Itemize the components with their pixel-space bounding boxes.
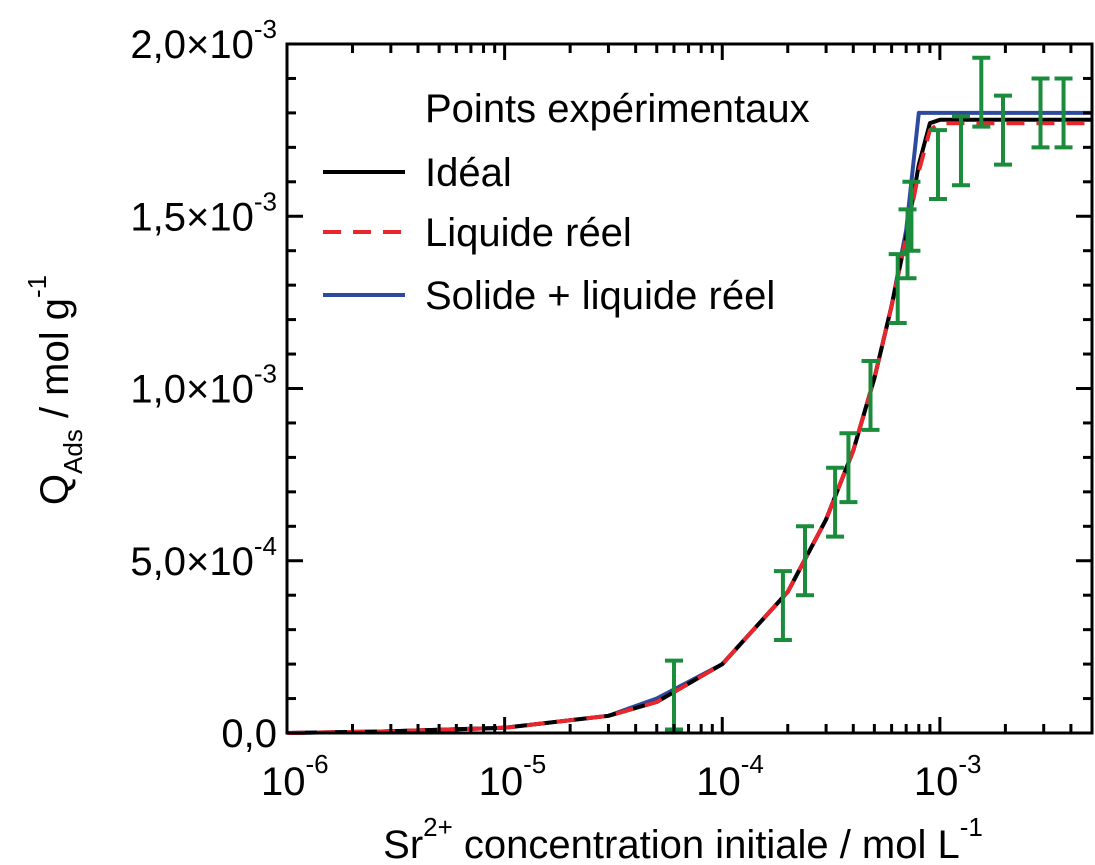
x-tick-base: 10 (261, 760, 306, 804)
series-line-liquide-r-el (286, 121, 1092, 735)
y-tick-exponent: -3 (254, 14, 277, 44)
legend-label: Solide + liquide réel (425, 274, 775, 318)
data-point (862, 361, 880, 432)
legend-item: Solide + liquide réel (323, 274, 775, 318)
data-point (774, 571, 792, 642)
data-point (1055, 78, 1073, 150)
y-axis-symbol: Q (33, 474, 77, 505)
plot-marks (286, 58, 1092, 735)
series-line-solide-liquide-r-el (286, 110, 1092, 735)
plot-frame (285, 42, 1094, 735)
x-tick-exponent: -5 (523, 749, 546, 779)
y-axis-title: QAds / mol g-1 (22, 275, 88, 505)
y-tick-label: 5,0×10-4 (130, 531, 277, 584)
x-axis-exponent: -1 (960, 812, 983, 842)
x-tick-base: 10 (914, 760, 959, 804)
x-tick-label: 10-6 (261, 749, 329, 804)
y-tick-exponent: -3 (254, 186, 277, 216)
axes: 0,05,0×10-41,0×10-31,5×10-32,0×10-310-6 1… (22, 14, 1094, 865)
legend-item: Points expérimentaux (425, 87, 810, 131)
y-tick-mantissa: 0,0 (221, 712, 277, 756)
x-tick-label: 10-3 (914, 749, 982, 804)
y-axis-text: / mol g (33, 298, 77, 429)
x-axis-charge: 2+ (423, 812, 453, 842)
y-tick-label: 2,0×10-3 (130, 14, 277, 67)
legend-label: Points expérimentaux (425, 87, 810, 131)
legend-item: Liquide réel (323, 211, 632, 255)
data-point (952, 116, 970, 188)
x-tick-label: 10-5 (479, 749, 547, 804)
y-tick-exponent: -4 (254, 531, 277, 561)
data-point (839, 433, 858, 505)
y-tick-label: 0,0 (221, 712, 277, 756)
legend-label: Idéal (425, 151, 512, 195)
x-tick-label: 10-4 (696, 749, 764, 804)
y-tick-exponent: -3 (254, 359, 277, 389)
legend: Points expérimentaux Idéal Liquide réel Sol… (323, 87, 810, 318)
legend-label: Liquide réel (425, 211, 632, 255)
x-tick-exponent: -6 (306, 749, 329, 779)
data-point (902, 182, 921, 253)
y-axis-subscript: Ads (58, 429, 88, 474)
data-point (826, 468, 845, 539)
x-axis-title: Sr2+ concentration initiale / mol L-1 (383, 812, 983, 865)
y-tick-mantissa: 1,5×10 (130, 195, 253, 239)
legend-item: Idéal (323, 151, 512, 195)
y-tick-mantissa: 1,0×10 (130, 368, 253, 412)
series-line-id-al (286, 117, 1092, 735)
y-axis-exponent: -1 (22, 275, 52, 298)
data-point (972, 58, 991, 129)
x-tick-base: 10 (479, 760, 524, 804)
x-axis-species: Sr (383, 823, 423, 865)
data-point (994, 96, 1013, 167)
y-tick-mantissa: 2,0×10 (130, 23, 253, 67)
x-tick-base: 10 (696, 760, 741, 804)
data-point (929, 130, 947, 202)
x-axis-text: concentration initiale / mol L (453, 823, 960, 865)
y-tick-label: 1,0×10-3 (130, 359, 277, 412)
data-point (1032, 78, 1050, 150)
y-tick-label: 1,5×10-3 (130, 186, 277, 239)
y-tick-mantissa: 5,0×10 (130, 540, 253, 584)
data-point (889, 254, 907, 326)
data-point (899, 209, 917, 281)
x-tick-exponent: -3 (958, 749, 981, 779)
data-point (796, 526, 815, 598)
x-tick-exponent: -4 (741, 749, 764, 779)
